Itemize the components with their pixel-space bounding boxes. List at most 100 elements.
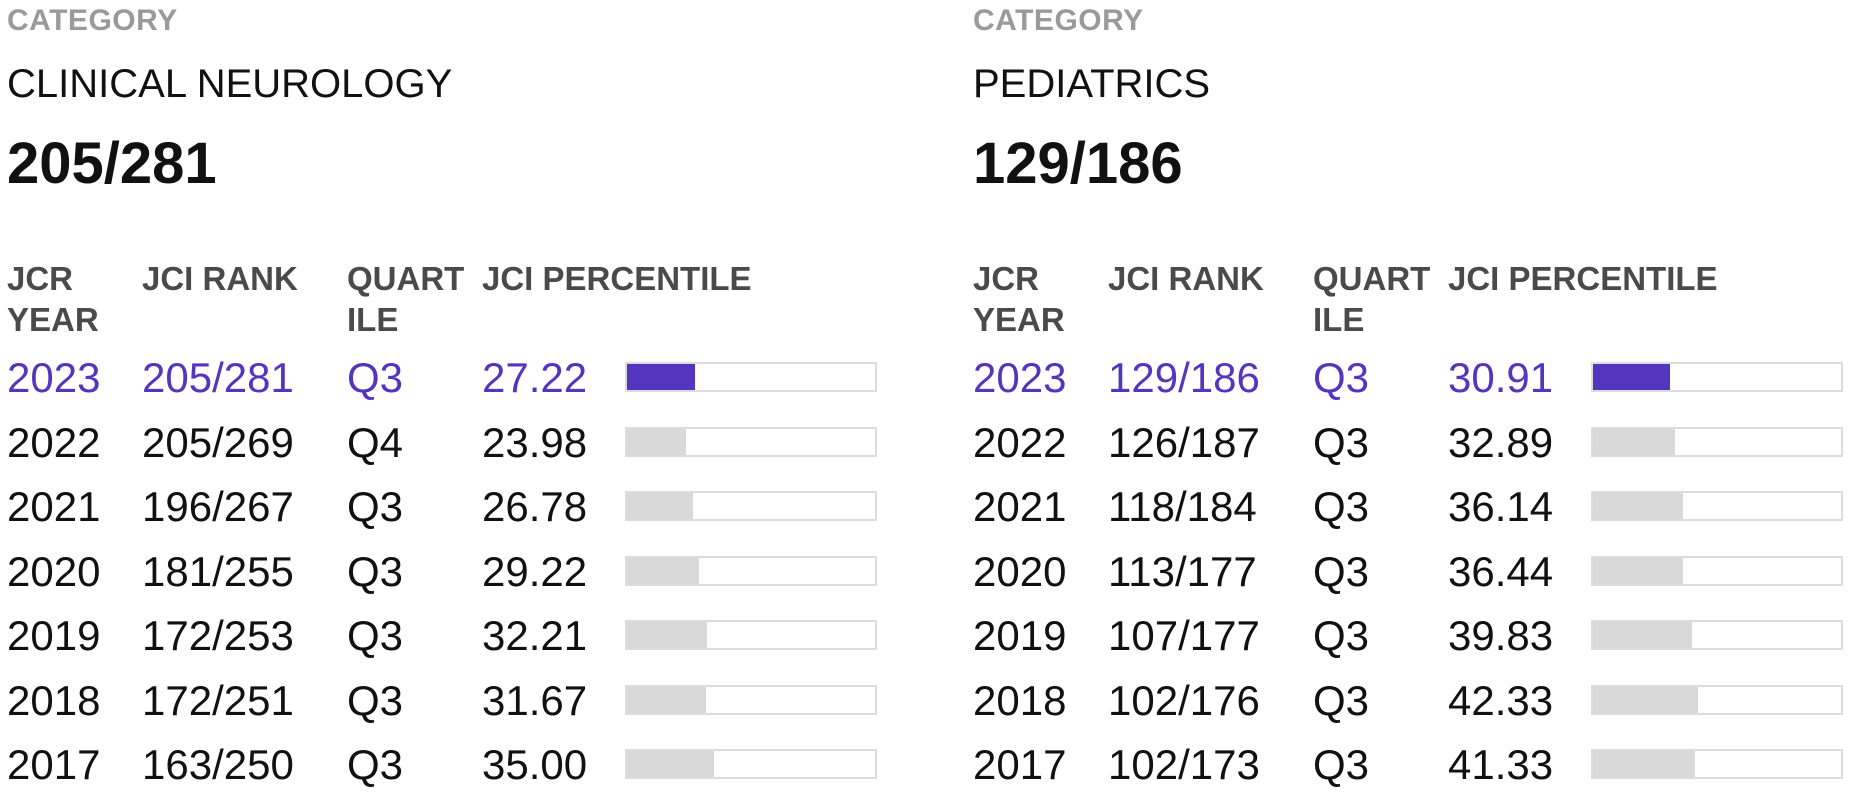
quartile-cell: Q3 — [1313, 612, 1370, 659]
quartile-cell: Q4 — [347, 418, 404, 466]
quartile-cell: Q3 — [347, 741, 404, 788]
percentile-cell: 29.22 — [482, 547, 588, 595]
category-rank: 129/186 — [973, 131, 1183, 196]
year-cell: 2022 — [7, 418, 101, 466]
table-row: 2017 163/250 Q3 35.00 — [7, 735, 887, 795]
percentile-bar-fill — [1593, 751, 1696, 777]
year-cell: 2022 — [973, 418, 1067, 466]
year-cell: 2017 — [7, 741, 101, 788]
quartile-cell: Q3 — [347, 612, 404, 659]
rank-cell: 102/173 — [1108, 741, 1260, 788]
percentile-bar-fill — [627, 493, 694, 519]
percentile-bar — [1591, 620, 1843, 650]
percentile-cell: 23.98 — [482, 418, 588, 466]
rank-cell: 118/184 — [1108, 483, 1257, 530]
table-row: 2022 205/269 Q4 23.98 — [7, 413, 887, 473]
percentile-bar-fill — [627, 622, 707, 648]
percentile-bar-fill — [627, 686, 706, 713]
column-header-jci-percentile: JCI PERCENTILE — [1448, 260, 1718, 297]
column-header-jcr-year: JCR YEAR — [973, 260, 1065, 338]
quartile-cell: Q3 — [1313, 483, 1370, 530]
year-cell: 2021 — [7, 483, 101, 530]
rank-cell: 129/186 — [1108, 354, 1260, 401]
rank-cell: 107/177 — [1108, 612, 1260, 659]
percentile-bar — [625, 426, 877, 457]
category-label: CATEGORY — [973, 4, 1144, 37]
percentile-cell: 36.44 — [1448, 547, 1554, 595]
percentile-bar — [1591, 684, 1843, 715]
rank-cell: 196/267 — [142, 483, 294, 530]
year-cell: 2018 — [973, 676, 1067, 724]
percentile-bar — [625, 555, 877, 586]
category-panel-clinical-neurology: CATEGORY CLINICAL NEUROLOGY 205/281 JCR … — [7, 0, 877, 788]
percentile-cell: 32.21 — [482, 612, 588, 659]
percentile-bar-fill — [627, 364, 695, 390]
percentile-bar — [1591, 362, 1843, 392]
table-row: 2020 113/177 Q3 36.44 — [973, 542, 1850, 602]
rank-cell: 126/187 — [1108, 418, 1260, 466]
percentile-bar — [1591, 426, 1843, 457]
table-row: 2021 118/184 Q3 36.14 — [973, 477, 1850, 537]
column-header-quartile: QUART ILE — [347, 260, 465, 338]
percentile-bar — [625, 491, 877, 521]
table-row: 2023 129/186 Q3 30.91 — [973, 348, 1850, 408]
percentile-cell: 26.78 — [482, 483, 588, 530]
rank-cell: 113/177 — [1108, 547, 1257, 595]
percentile-cell: 31.67 — [482, 676, 588, 724]
rank-cell: 205/281 — [142, 354, 294, 401]
year-cell: 2020 — [973, 547, 1067, 595]
year-cell: 2019 — [973, 612, 1067, 659]
year-cell: 2023 — [7, 354, 101, 401]
rank-cell: 205/269 — [142, 418, 294, 466]
percentile-bar — [625, 684, 877, 715]
year-cell: 2020 — [7, 547, 101, 595]
year-cell: 2017 — [973, 741, 1067, 788]
rank-cell: 172/251 — [142, 676, 294, 724]
table-row: 2019 172/253 Q3 32.21 — [7, 606, 887, 666]
quartile-cell: Q3 — [1313, 676, 1370, 724]
rank-cell: 181/255 — [142, 547, 294, 595]
category-label: CATEGORY — [7, 4, 178, 37]
category-name: PEDIATRICS — [973, 62, 1211, 106]
percentile-bar-fill — [1593, 557, 1684, 584]
year-cell: 2019 — [7, 612, 101, 659]
percentile-cell: 27.22 — [482, 354, 588, 401]
rank-cell: 163/250 — [142, 741, 294, 788]
quartile-cell: Q3 — [1313, 418, 1370, 466]
percentile-cell: 41.33 — [1448, 741, 1554, 788]
percentile-bar-fill — [1593, 493, 1683, 519]
percentile-bar — [1591, 491, 1843, 521]
table-row: 2020 181/255 Q3 29.22 — [7, 542, 887, 602]
table-row: 2019 107/177 Q3 39.83 — [973, 606, 1850, 666]
column-header-quartile: QUART ILE — [1313, 260, 1431, 338]
quartile-cell: Q3 — [347, 547, 404, 595]
column-header-jci-rank: JCI RANK — [142, 260, 298, 297]
quartile-cell: Q3 — [1313, 741, 1370, 788]
column-header-jcr-year: JCR YEAR — [7, 260, 99, 338]
percentile-bar — [1591, 555, 1843, 586]
percentile-cell: 30.91 — [1448, 354, 1554, 401]
percentile-bar — [625, 620, 877, 650]
table-row: 2018 102/176 Q3 42.33 — [973, 671, 1850, 731]
percentile-bar-fill — [1593, 622, 1692, 648]
table-row: 2023 205/281 Q3 27.22 — [7, 348, 887, 408]
quartile-cell: Q3 — [347, 483, 404, 530]
category-rank: 205/281 — [7, 131, 217, 196]
column-header-jci-percentile: JCI PERCENTILE — [482, 260, 752, 297]
percentile-cell: 36.14 — [1448, 483, 1554, 530]
percentile-cell: 42.33 — [1448, 676, 1554, 724]
table-row: 2021 196/267 Q3 26.78 — [7, 477, 887, 537]
table-row: 2017 102/173 Q3 41.33 — [973, 735, 1850, 795]
percentile-bar — [625, 749, 877, 779]
category-name: CLINICAL NEUROLOGY — [7, 62, 453, 106]
year-cell: 2018 — [7, 676, 101, 724]
percentile-bar — [1591, 749, 1843, 779]
rank-cell: 102/176 — [1108, 676, 1260, 724]
percentile-bar-fill — [627, 428, 687, 455]
category-panel-pediatrics: CATEGORY PEDIATRICS 129/186 JCR YEAR JCI… — [973, 0, 1843, 788]
percentile-cell: 32.89 — [1448, 418, 1554, 466]
percentile-cell: 39.83 — [1448, 612, 1554, 659]
quartile-cell: Q3 — [1313, 354, 1370, 401]
percentile-bar-fill — [1593, 428, 1675, 455]
quartile-cell: Q3 — [1313, 547, 1370, 595]
